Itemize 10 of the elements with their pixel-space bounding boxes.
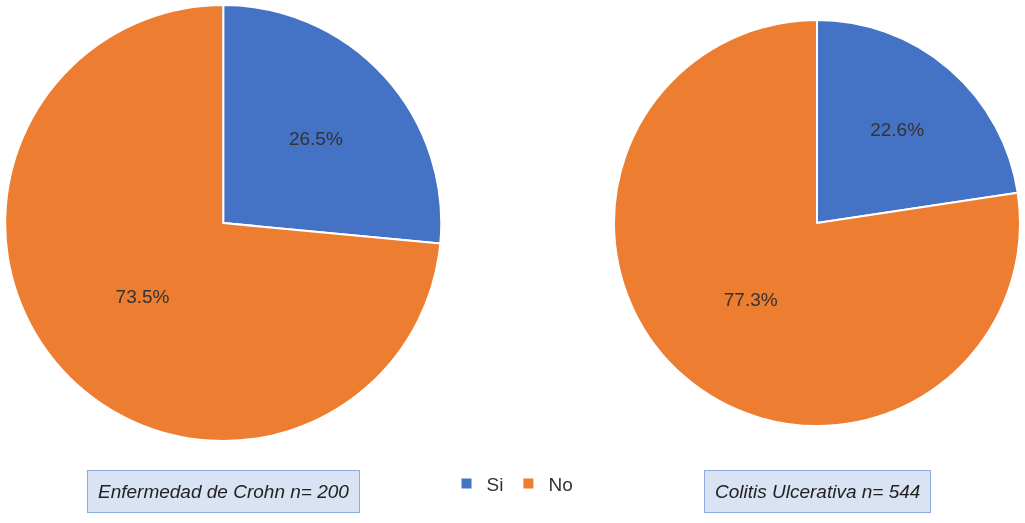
data-label: 22.6% [870, 119, 925, 141]
pie-slice [613, 19, 1021, 427]
data-label: 73.5% [115, 285, 170, 307]
text: Enfermedad de Crohn n= 200 [98, 481, 350, 502]
pie-slice [4, 4, 442, 442]
text: Colitis Ulcerativa n= 544 [715, 481, 921, 502]
legend-label: Si [486, 473, 504, 495]
data-label: 77.3% [723, 289, 778, 311]
data-label: 26.5% [288, 128, 343, 150]
legend-label: No [548, 473, 573, 495]
